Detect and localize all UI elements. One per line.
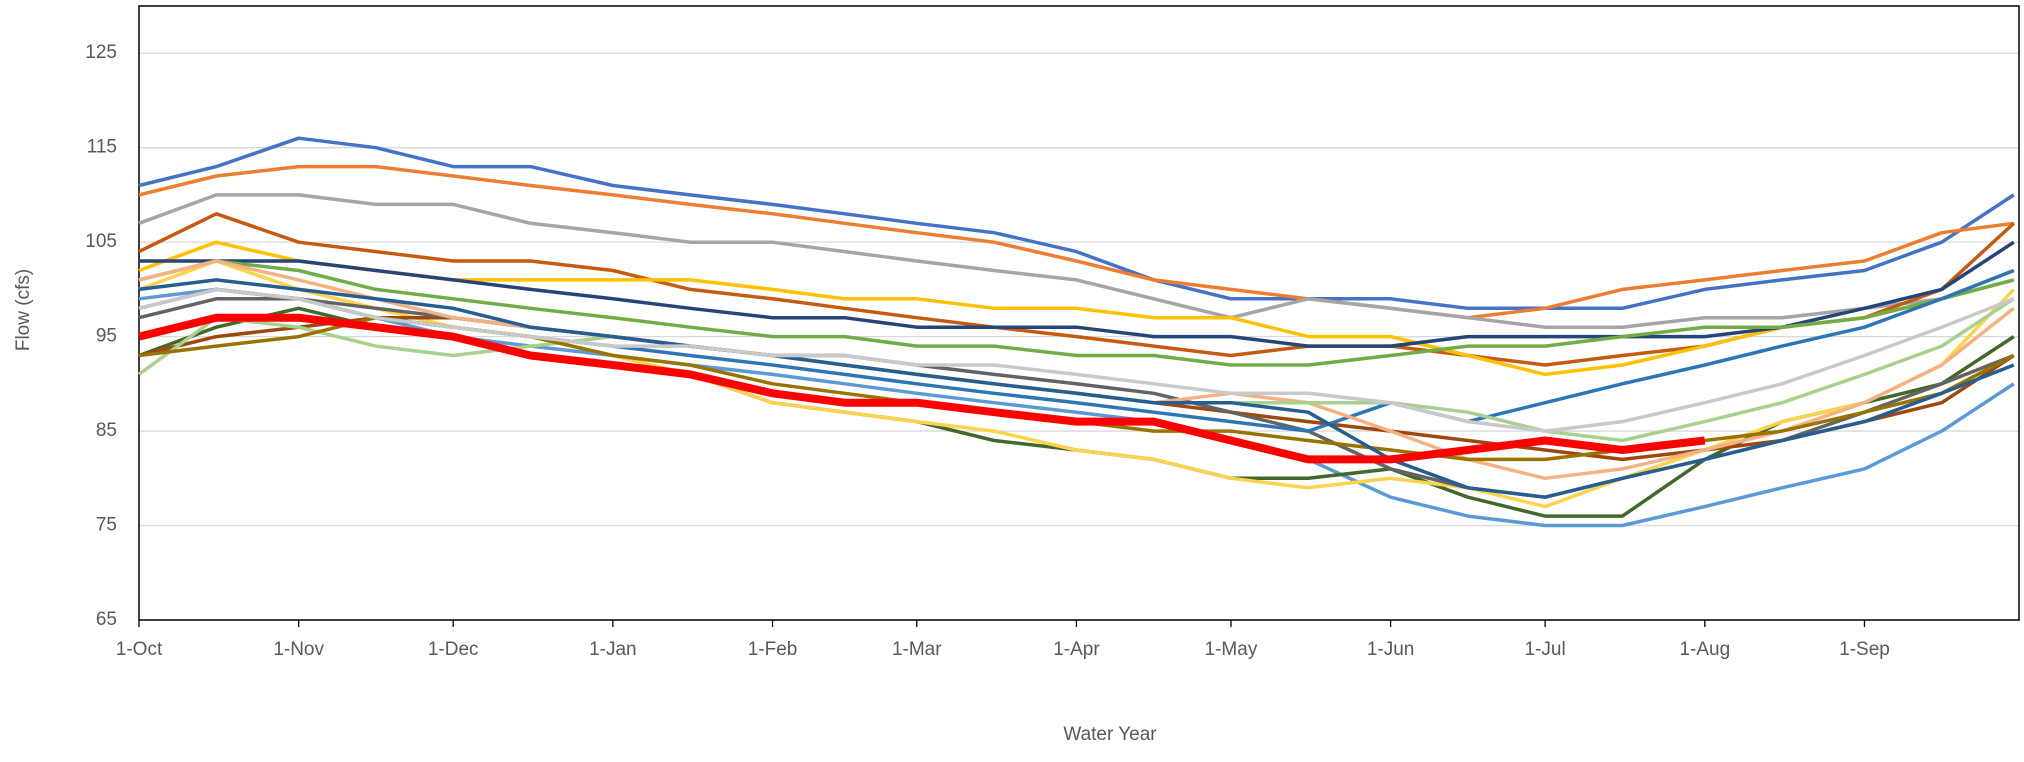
- x-tick-label: 1-Feb: [748, 639, 798, 660]
- x-tick-label: 1-Apr: [1053, 639, 1100, 660]
- x-tick-label: 1-Sep: [1839, 639, 1890, 660]
- y-tick-label: 105: [85, 231, 117, 252]
- series-line: [138, 136, 2015, 311]
- y-tick-label: 125: [85, 42, 117, 63]
- x-tick-label: 1-Jan: [589, 639, 637, 660]
- x-tick-label: 1-May: [1205, 639, 1258, 660]
- x-tick-label: 1-Mar: [892, 639, 942, 660]
- series-line: [138, 193, 2015, 329]
- x-tick-label: 1-Nov: [273, 639, 324, 660]
- plot-frame: [138, 5, 2020, 621]
- series-line: [138, 313, 1706, 464]
- series-line: [139, 240, 2015, 348]
- series-line: [138, 259, 2015, 367]
- y-tick-label: 75: [96, 515, 117, 536]
- series-line: [138, 212, 2015, 367]
- y-axis-title: Flow (cfs): [13, 269, 34, 351]
- x-tick-label: 1-Oct: [116, 639, 163, 660]
- x-tick-label: 1-Aug: [1679, 639, 1730, 660]
- y-tick-label: 85: [96, 420, 117, 441]
- series-line: [138, 164, 2015, 320]
- x-axis-title: Water Year: [1063, 724, 1157, 745]
- x-tick-label: 1-Dec: [428, 639, 479, 660]
- x-tick-label: 1-Jun: [1367, 639, 1415, 660]
- x-tick-label: 1-Jul: [1525, 639, 1566, 660]
- series-line: [138, 278, 2015, 499]
- y-tick-label: 115: [87, 137, 117, 158]
- y-tick-label: 95: [96, 326, 117, 347]
- series-line: [138, 287, 2015, 433]
- y-tick-label: 65: [96, 609, 117, 630]
